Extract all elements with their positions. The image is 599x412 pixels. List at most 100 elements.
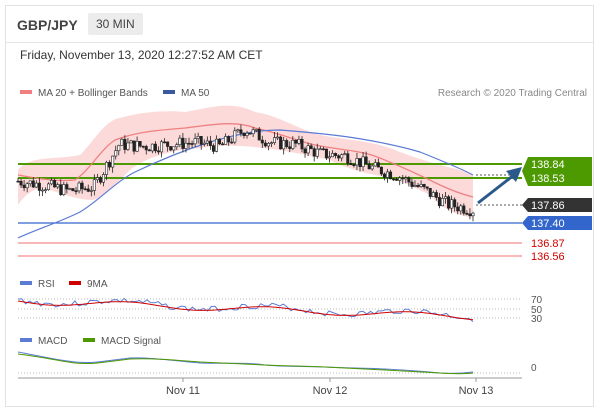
rsi-line	[17, 297, 474, 322]
candle-body	[294, 139, 298, 144]
macd-signal-legend-swatch	[83, 338, 95, 342]
rsi-ma-line	[17, 300, 474, 321]
chart-header: GBP/JPY 30 MIN	[6, 6, 593, 43]
candle-body	[184, 142, 188, 149]
candle-body	[68, 188, 72, 190]
chart-card: GBP/JPY 30 MIN Friday, November 13, 2020…	[5, 5, 594, 407]
x-label-nov12: Nov 12	[313, 385, 348, 397]
candle-body	[285, 140, 289, 148]
candle-body	[53, 180, 57, 188]
macd-line	[17, 351, 474, 374]
candle-body	[276, 136, 280, 139]
candle-body	[254, 128, 258, 131]
candle-body	[71, 188, 75, 192]
candle-body	[300, 138, 304, 150]
research-credit: Research © 2020 Trading Central	[438, 88, 587, 99]
candle-body	[337, 155, 341, 159]
candle-body	[59, 184, 63, 195]
candle-body	[108, 162, 112, 168]
candle-body	[428, 187, 432, 197]
candle-body	[233, 130, 237, 143]
candle-body	[459, 205, 463, 212]
candle-body	[269, 142, 273, 144]
candle-body	[56, 184, 60, 188]
rsi-ma-legend-label: 9MA	[87, 279, 108, 290]
candle-body	[273, 137, 277, 143]
chart-datetime: Friday, November 13, 2020 12:27:52 AM CE…	[20, 48, 263, 62]
candle-body	[105, 162, 109, 175]
candle-body	[50, 180, 54, 185]
candle-body	[150, 143, 154, 152]
candle-body	[141, 145, 145, 148]
candle-body	[208, 140, 212, 146]
candle-body	[318, 148, 322, 151]
resistance-label-box	[522, 157, 592, 186]
rsi-legend-swatch	[20, 281, 32, 285]
candle-body	[456, 206, 460, 212]
candle-body	[361, 156, 365, 167]
candle-body	[147, 149, 151, 152]
rsi-70-label: 70	[531, 295, 543, 306]
candle-body	[291, 139, 295, 149]
candle-body	[123, 138, 127, 150]
bollinger-band-area	[18, 105, 473, 218]
ma20-legend-swatch	[20, 90, 32, 94]
candle-body	[331, 153, 335, 158]
candle-body	[340, 154, 344, 159]
ma20-line	[17, 123, 474, 198]
candle-body	[440, 198, 444, 207]
candle-body	[163, 141, 167, 144]
candle-body	[40, 189, 44, 192]
candle-body	[447, 196, 451, 209]
candle-body	[385, 171, 389, 178]
candle-body	[95, 177, 99, 181]
candle-body	[205, 140, 209, 144]
rsi-50-label: 50	[531, 305, 543, 316]
candle-body	[245, 132, 249, 136]
candle-body	[242, 132, 246, 136]
candle-body	[187, 142, 191, 145]
candle-body	[89, 190, 93, 192]
candle-body	[413, 185, 417, 187]
rsi-legend-label: RSI	[38, 279, 55, 290]
candle-body	[199, 136, 203, 145]
candle-body	[236, 129, 240, 132]
candle-body	[126, 142, 130, 150]
candlestick-series	[16, 124, 475, 222]
candle-body	[166, 141, 170, 147]
candle-body	[47, 183, 51, 191]
candle-body	[22, 184, 26, 189]
candle-body	[224, 136, 228, 145]
candle-body	[288, 146, 292, 149]
candle-body	[34, 182, 38, 188]
candle-body	[221, 143, 225, 146]
candle-body	[74, 190, 78, 193]
candle-body	[86, 188, 90, 192]
candle-body	[462, 205, 466, 214]
x-label-nov11: Nov 11	[166, 385, 200, 397]
resistance-label-2: 138.53	[531, 173, 565, 185]
forecast-arrow-shaft	[477, 173, 515, 205]
candle-body	[407, 177, 411, 183]
rsi-30-label: 30	[531, 314, 543, 325]
ma50-legend-label: MA 50	[181, 88, 210, 99]
candle-body	[25, 183, 29, 189]
candle-body	[431, 192, 435, 197]
candle-body	[239, 129, 243, 134]
candle-body	[16, 180, 20, 183]
candle-body	[211, 145, 215, 152]
x-label-nov13: Nov 13	[459, 385, 494, 397]
candle-body	[193, 138, 197, 145]
candle-body	[398, 177, 402, 181]
candle-body	[434, 192, 438, 198]
candle-body	[117, 145, 121, 152]
timeframe-button[interactable]: 30 MIN	[88, 13, 143, 35]
candle-body	[395, 178, 399, 181]
candle-body	[309, 145, 313, 150]
candle-body	[190, 143, 194, 145]
macd-legend-label: MACD	[38, 336, 67, 347]
macd-signal-legend-label: MACD Signal	[101, 336, 161, 347]
candle-body	[416, 185, 420, 187]
pivot-label: 137.40	[531, 218, 565, 230]
